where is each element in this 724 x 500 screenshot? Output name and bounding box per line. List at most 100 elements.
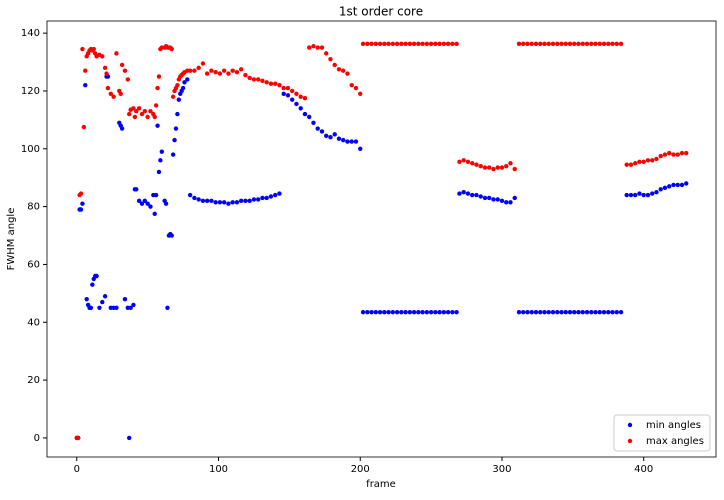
point (122, 296, 128, 302)
point (187, 68, 193, 73)
point (247, 198, 252, 204)
point (172, 137, 177, 143)
point (209, 68, 214, 73)
point (302, 95, 308, 101)
point (525, 309, 530, 315)
x-tick-label: 100 (209, 464, 228, 475)
point (482, 195, 488, 201)
point (394, 309, 400, 315)
y-tick-label: 140 (21, 28, 40, 39)
point (145, 201, 150, 206)
point (470, 161, 475, 166)
point (243, 72, 248, 78)
point (441, 41, 447, 47)
point (176, 97, 182, 102)
point (272, 192, 278, 198)
point (618, 41, 624, 47)
point (424, 41, 430, 47)
point (155, 123, 160, 128)
point (175, 82, 180, 88)
point (542, 41, 547, 47)
point (495, 165, 500, 170)
point (294, 101, 299, 107)
point (597, 309, 602, 315)
point (601, 309, 607, 315)
point (192, 68, 197, 73)
point (163, 201, 169, 206)
point (238, 67, 244, 72)
point (538, 41, 543, 47)
y-tick-label: 120 (21, 86, 40, 97)
point (618, 309, 624, 315)
point (576, 41, 581, 47)
point (192, 195, 197, 201)
point (555, 41, 560, 47)
point (200, 198, 206, 204)
point (302, 111, 308, 117)
point (142, 109, 147, 114)
point (119, 62, 125, 68)
point (399, 41, 404, 47)
point (358, 146, 363, 151)
point (428, 41, 434, 47)
point (584, 41, 590, 47)
point (155, 85, 160, 91)
point (158, 158, 163, 163)
point (349, 139, 354, 144)
point (495, 197, 500, 202)
y-tick-label: 0 (34, 433, 40, 444)
point (563, 41, 568, 47)
point (671, 182, 676, 188)
point (445, 309, 451, 315)
point (114, 305, 119, 311)
point (238, 198, 244, 204)
point (628, 162, 634, 167)
point (81, 124, 87, 130)
point (127, 435, 132, 441)
point (433, 309, 438, 315)
point (504, 163, 509, 169)
point (474, 192, 479, 198)
point (173, 126, 179, 131)
point (136, 198, 142, 204)
point (281, 91, 286, 97)
point (169, 233, 174, 238)
point (478, 163, 483, 169)
point (407, 41, 413, 47)
point (654, 189, 659, 195)
point (386, 309, 391, 315)
point (521, 41, 526, 47)
point (145, 114, 150, 120)
point (450, 309, 455, 315)
plot-frame (46, 20, 717, 458)
point (221, 68, 227, 73)
point (204, 71, 210, 76)
point (394, 41, 400, 47)
point (148, 109, 153, 114)
point (424, 309, 430, 315)
point (277, 191, 282, 196)
point (118, 91, 123, 97)
point (550, 309, 556, 315)
point (243, 198, 248, 204)
point (102, 294, 108, 299)
point (97, 305, 102, 311)
point (390, 309, 396, 315)
point (521, 309, 526, 315)
point (175, 111, 180, 117)
point (234, 200, 240, 205)
point (315, 126, 320, 131)
point (139, 201, 145, 206)
point (454, 309, 459, 315)
point (134, 109, 139, 114)
point (529, 309, 534, 315)
point (684, 181, 689, 186)
point (563, 309, 568, 315)
point (667, 184, 672, 189)
x-tick-label: 0 (74, 464, 80, 475)
point (365, 309, 370, 315)
point (399, 309, 404, 315)
point (105, 85, 111, 91)
point (251, 197, 257, 202)
